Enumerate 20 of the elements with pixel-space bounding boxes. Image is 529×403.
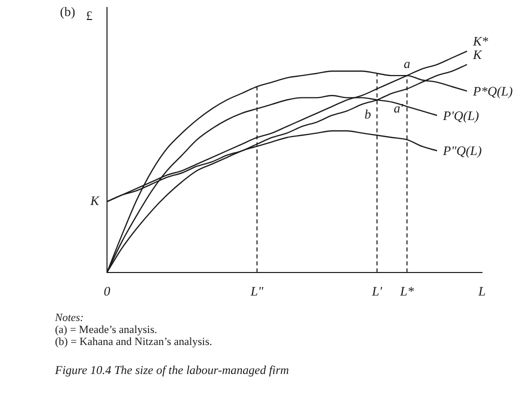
text: (a) = Meade’s analysis.	[55, 324, 158, 336]
annotation: K	[89, 193, 100, 208]
annotation: b	[364, 106, 372, 122]
y-axis-title: £	[86, 8, 92, 24]
text: Notes:	[55, 312, 85, 324]
x-tick-label: L*	[399, 284, 414, 299]
text: (b) = Kahana and Nitzan’s analysis.	[55, 336, 214, 348]
chart-title: (b)	[60, 4, 76, 20]
series-label: P*Q(L)	[472, 83, 513, 98]
series-label: P"Q(L)	[442, 143, 482, 158]
annotation: a	[404, 56, 411, 71]
series-label: P'Q(L)	[442, 108, 479, 123]
x-tick-label: 0	[104, 284, 111, 299]
series-label: K	[472, 46, 483, 62]
x-tick-label: L"	[250, 284, 264, 299]
x-tick-label: L	[477, 284, 486, 299]
caption: Figure 10.4 The size of the labour-managed firm	[55, 363, 289, 377]
annotation: a'	[394, 100, 404, 116]
x-tick-label: L'	[370, 284, 382, 299]
series-label: K*	[472, 34, 489, 49]
